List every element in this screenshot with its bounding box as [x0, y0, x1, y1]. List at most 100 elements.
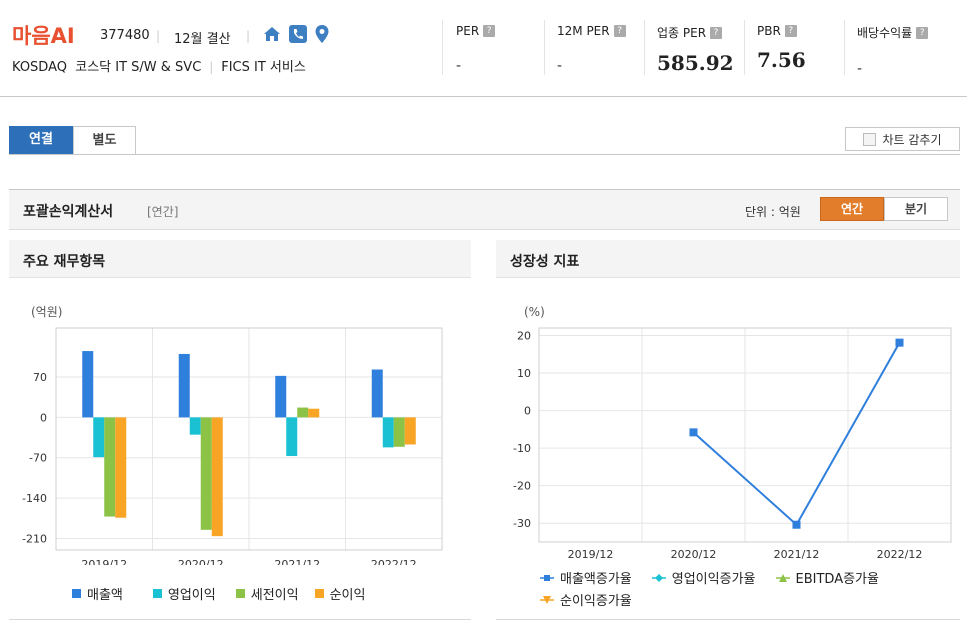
y-tick-label: -20 — [513, 480, 531, 493]
help-icon[interactable]: ? — [613, 25, 626, 37]
x-tick-label: 2021/12 — [774, 548, 820, 561]
panel-title: 주요 재무항목 — [23, 254, 106, 270]
bar — [404, 417, 416, 445]
panel-title: 성장성 지표 — [510, 254, 580, 270]
y-tick-label: 20 — [517, 330, 531, 343]
metric-industry-per: 업종 PER? 585.92 — [657, 24, 734, 75]
metric-label: PER — [456, 24, 480, 38]
bar — [178, 353, 190, 418]
divider: | — [246, 29, 251, 43]
tab-separate[interactable]: 별도 — [73, 126, 136, 155]
y-tick-label: 10 — [517, 367, 531, 380]
bar — [115, 417, 127, 518]
panel-border — [9, 619, 471, 620]
bar — [308, 408, 320, 418]
bar-chart: (억원) 70 0 -70 -140 -210 2019/12 2020/12 2021/12 2… — [22, 305, 443, 565]
sector-name: 코스닥 IT S/W & SVC — [75, 60, 202, 75]
x-tick-label: 2022/12 — [371, 558, 417, 565]
y-tick-label: -140 — [22, 492, 47, 505]
panel-header: 성장성 지표 — [496, 240, 960, 278]
hide-chart-button[interactable]: 차트 감추기 — [845, 127, 960, 151]
legend-label: 순이익증가율 — [560, 594, 632, 609]
tab-consolidated[interactable]: 연결 — [9, 126, 73, 155]
settlement-month: 12월 결산 — [174, 32, 231, 47]
bar — [189, 417, 201, 435]
legend-label: 영업이익증가율 — [671, 572, 756, 587]
divider — [442, 20, 443, 75]
bar — [211, 417, 223, 537]
data-point — [895, 338, 904, 347]
bar — [104, 417, 116, 517]
metric-label: PBR — [757, 24, 781, 38]
line-legend: 매출액증가율 영업이익증가율 EBITDA증가율 순이익증가율 — [540, 568, 879, 609]
bar — [93, 417, 105, 458]
legend-label: 매출액 — [87, 588, 123, 603]
bar — [200, 417, 212, 530]
legend-swatch — [72, 589, 81, 598]
bar — [275, 375, 287, 418]
section-header — [9, 189, 960, 230]
legend-label: 매출액증가율 — [560, 572, 632, 587]
annual-toggle[interactable]: 연간 — [820, 197, 884, 221]
unit-label: 단위 : 억원 — [745, 205, 801, 219]
market-name: KOSDAQ — [12, 60, 67, 75]
help-icon[interactable]: ? — [916, 26, 929, 39]
section-title: 포괄손익계산서 — [23, 204, 114, 220]
metric-dividend-yield: 배당수익률? - — [857, 24, 929, 77]
bar — [371, 369, 383, 418]
metric-value: 7.56 — [757, 48, 806, 72]
legend-label: 세전이익 — [250, 588, 299, 603]
location-pin-icon[interactable] — [313, 25, 331, 43]
x-tick-label: 2022/12 — [877, 548, 923, 561]
metric-per: PER? - — [456, 24, 496, 74]
bar-legend: 매출액 영업이익 세전이익 순이익 — [72, 584, 365, 603]
plot-frame — [538, 327, 952, 543]
legend-label: 순이익 — [329, 588, 366, 603]
x-tick-label: 2020/12 — [671, 548, 717, 561]
data-point — [792, 520, 801, 529]
metric-value: - — [557, 58, 563, 74]
growth-panel: 성장성 지표 — [496, 240, 960, 620]
axis-unit-label: (%) — [524, 305, 545, 319]
divider — [544, 20, 545, 75]
panel-border — [496, 619, 960, 620]
help-icon[interactable]: ? — [483, 25, 496, 37]
metric-value: - — [857, 61, 863, 77]
bar — [382, 417, 394, 448]
help-icon[interactable]: ? — [710, 26, 723, 39]
plot-frame — [55, 327, 443, 551]
legend-swatch — [235, 589, 245, 598]
y-tick-label: -70 — [29, 452, 47, 465]
x-tick-label: 2021/12 — [274, 558, 320, 565]
checkbox-icon[interactable] — [863, 132, 877, 146]
phone-icon[interactable] — [289, 25, 307, 43]
metric-12m-per: 12M PER? - — [557, 24, 626, 74]
company-code: 377480 — [100, 28, 150, 43]
bar — [286, 417, 298, 457]
divider: | — [205, 60, 218, 74]
panel-header: 주요 재무항목 — [9, 240, 471, 278]
metric-label: 배당수익률 — [857, 26, 913, 40]
y-tick-label: -210 — [22, 532, 47, 545]
divider — [644, 20, 645, 75]
y-tick-label: 0 — [40, 411, 47, 424]
legend-label: 영업이익 — [167, 588, 216, 603]
bar — [297, 407, 309, 418]
fics-name: FICS IT 서비스 — [221, 60, 306, 75]
x-tick-label: 2020/12 — [178, 558, 224, 565]
metric-pbr: PBR? 7.56 — [757, 24, 806, 72]
market-info: KOSDAQ 코스닥 IT S/W & SVC | FICS IT 서비스 — [12, 56, 306, 75]
header-divider — [0, 96, 967, 97]
bar — [82, 351, 94, 418]
home-icon[interactable] — [263, 25, 281, 43]
data-point — [689, 428, 698, 437]
y-tick-label: -10 — [513, 442, 531, 455]
x-tick-label: 2019/12 — [568, 548, 614, 561]
company-name: 마음AI — [12, 24, 75, 48]
series-line — [692, 342, 901, 527]
metric-label: 업종 PER — [657, 26, 707, 40]
divider: | — [156, 29, 161, 43]
quarterly-toggle[interactable]: 분기 — [884, 197, 948, 221]
metric-value: - — [456, 58, 462, 74]
help-icon[interactable]: ? — [784, 25, 797, 37]
